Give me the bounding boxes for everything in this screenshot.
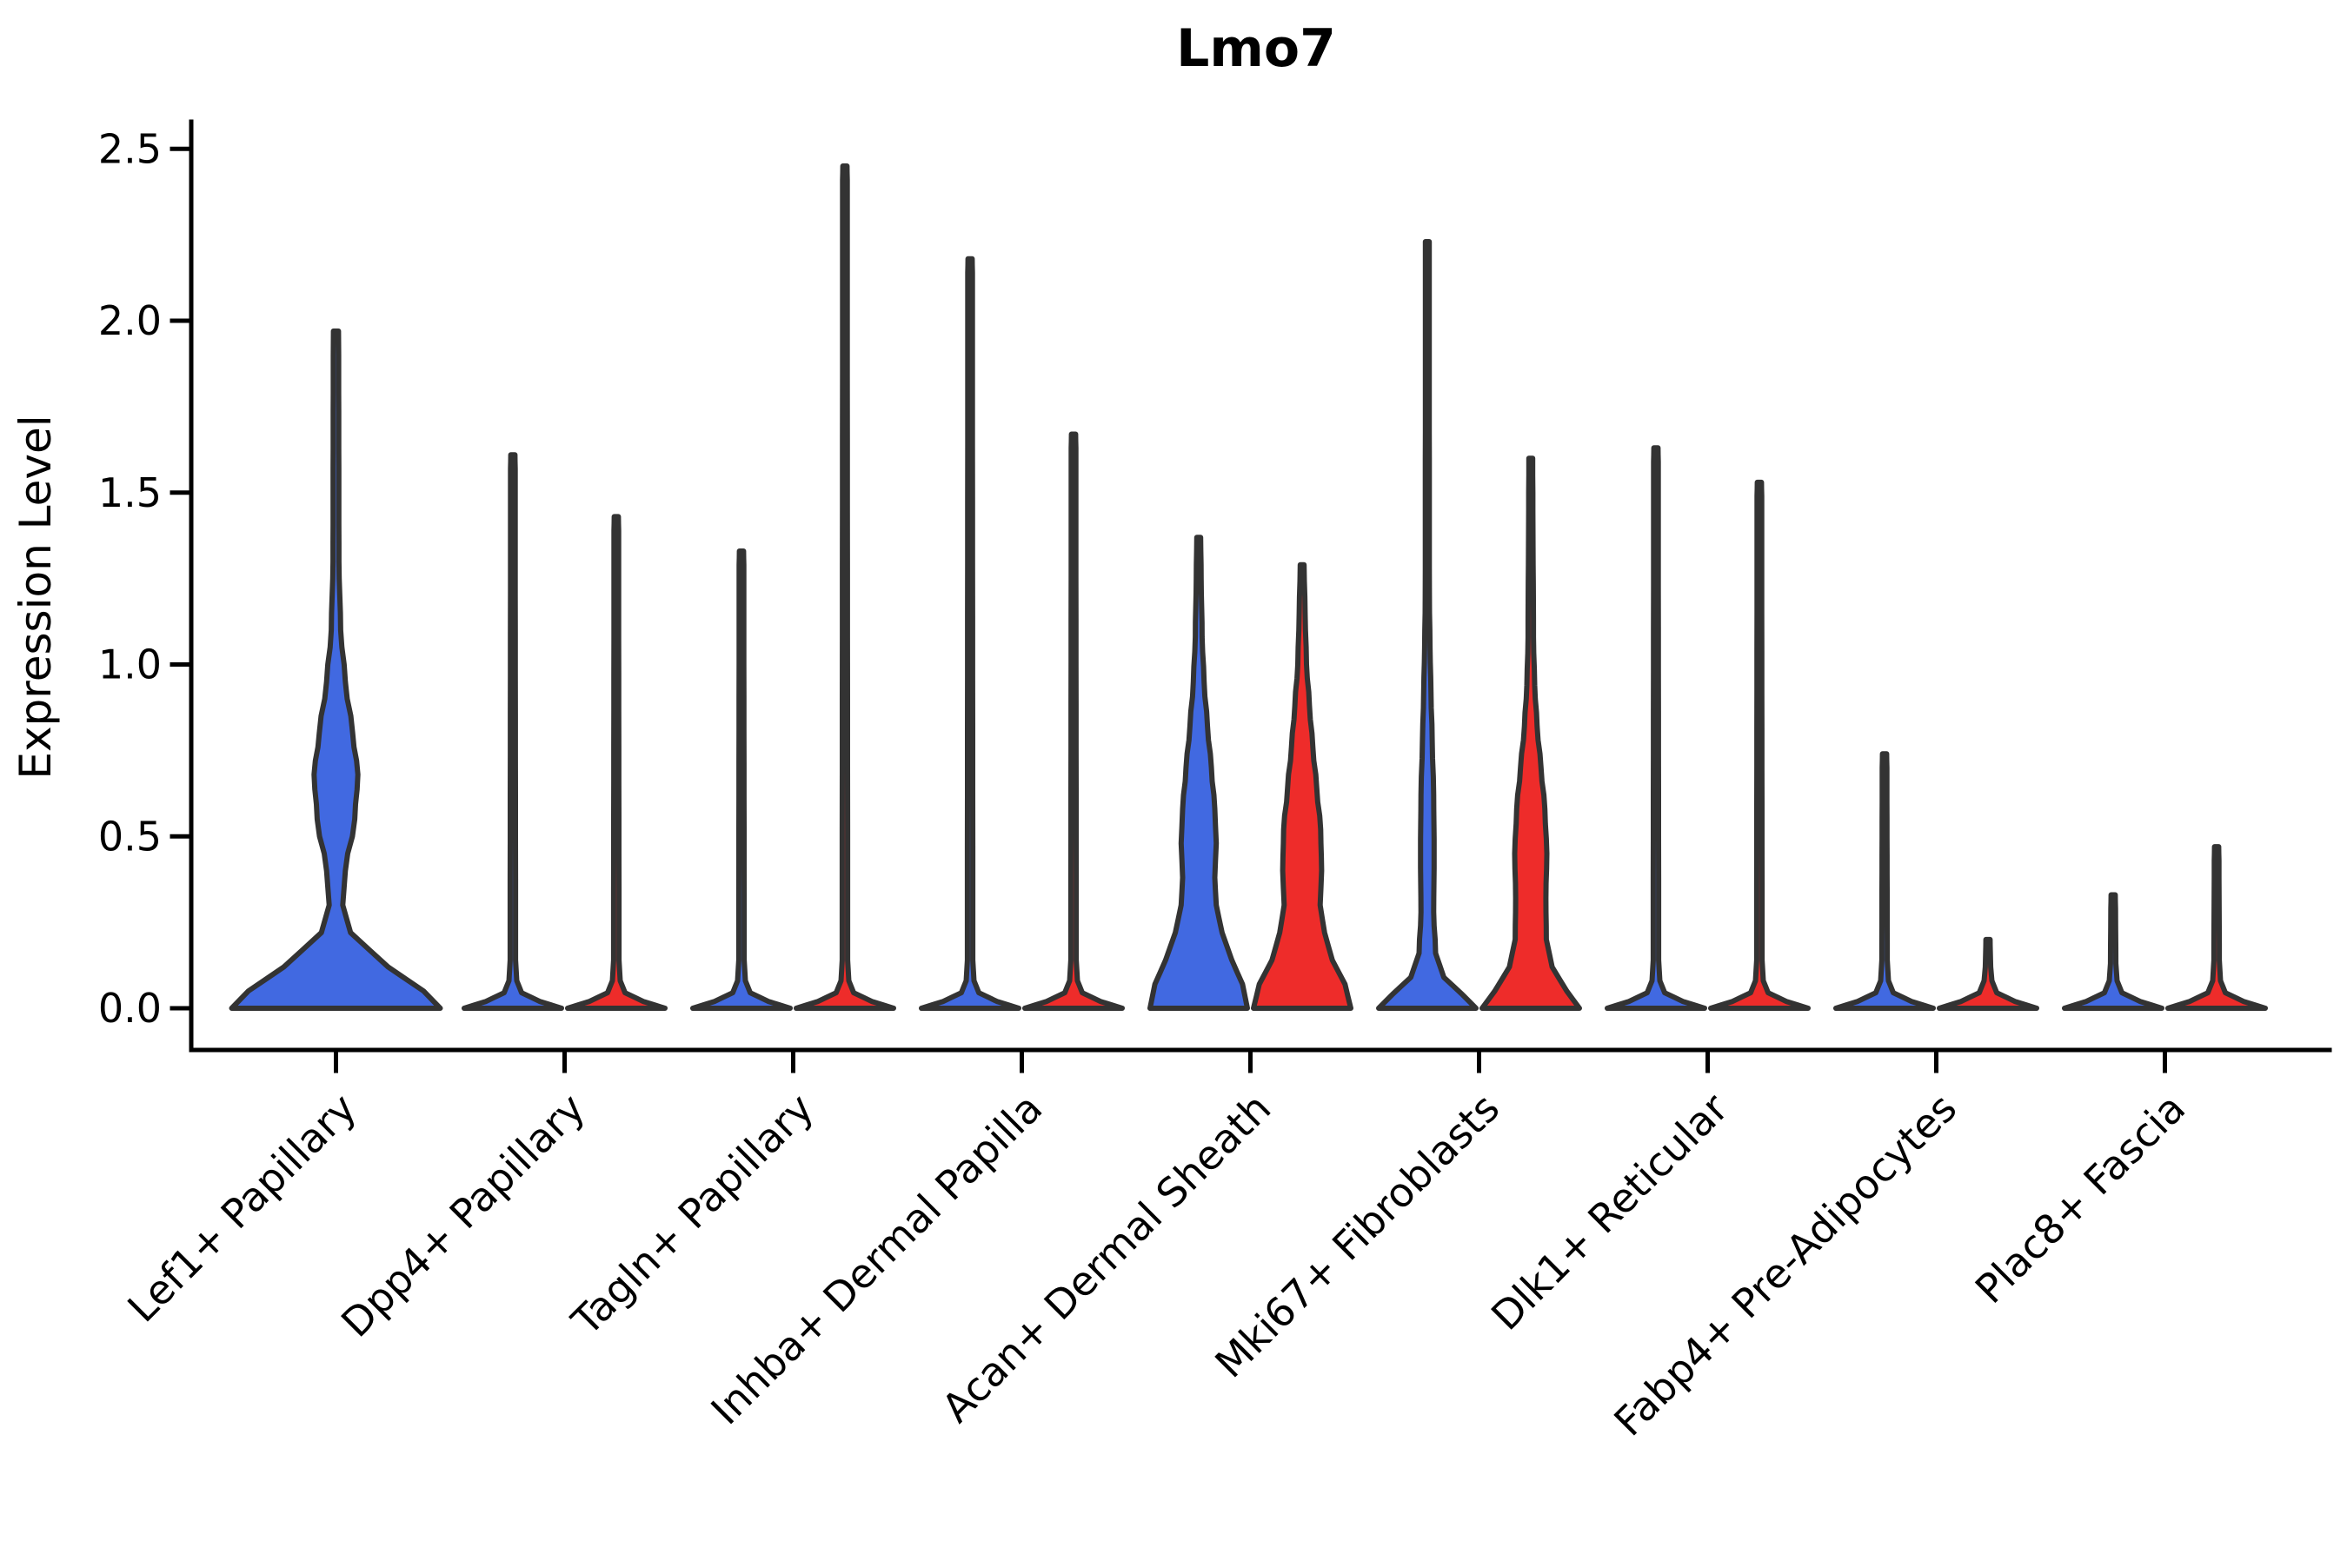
x-category-label: Tagln+ Papillary	[562, 1085, 823, 1345]
violin-red-cat1	[565, 514, 668, 1011]
y-tick-label: 2.0	[98, 297, 162, 344]
violin-blue-cat2	[690, 548, 793, 1011]
chart-title: Lmo7	[1176, 18, 1336, 79]
violin-red-cat7	[1937, 936, 2039, 1011]
violin-red-cat6	[1708, 479, 1811, 1011]
y-tick-label: 1.0	[98, 641, 162, 688]
x-category-label: Lef1+ Papillary	[118, 1085, 365, 1332]
violin-blue-cat1	[462, 452, 564, 1011]
y-tick-label: 0.0	[98, 985, 162, 1032]
violins-layer	[229, 163, 2268, 1011]
violin-blue-cat8	[2062, 892, 2164, 1011]
violin-red-cat2	[794, 163, 896, 1011]
violin-blue-cat5	[1376, 239, 1479, 1011]
violin-red-cat4	[1251, 561, 1353, 1011]
violin-blue-cat3	[919, 256, 1021, 1011]
violin-blue-cat0	[229, 328, 443, 1011]
y-axis-label: Expression Level	[10, 415, 61, 779]
y-tick-label: 2.5	[98, 125, 162, 172]
violin-blue-cat7	[1833, 751, 1936, 1011]
y-tick-label: 0.5	[98, 813, 162, 860]
violin-blue-cat6	[1605, 445, 1707, 1011]
x-category-label: Dpp4+ Papillary	[332, 1085, 594, 1346]
violin-red-cat8	[2165, 844, 2268, 1011]
violin-red-cat3	[1022, 431, 1125, 1011]
x-category-label: Dlk1+ Reticular	[1482, 1085, 1737, 1339]
violin-red-cat5	[1479, 455, 1582, 1011]
x-category-label: Plac8+ Fascia	[1966, 1085, 2194, 1312]
violin-blue-cat4	[1147, 535, 1250, 1011]
y-tick-label: 1.5	[98, 469, 162, 516]
